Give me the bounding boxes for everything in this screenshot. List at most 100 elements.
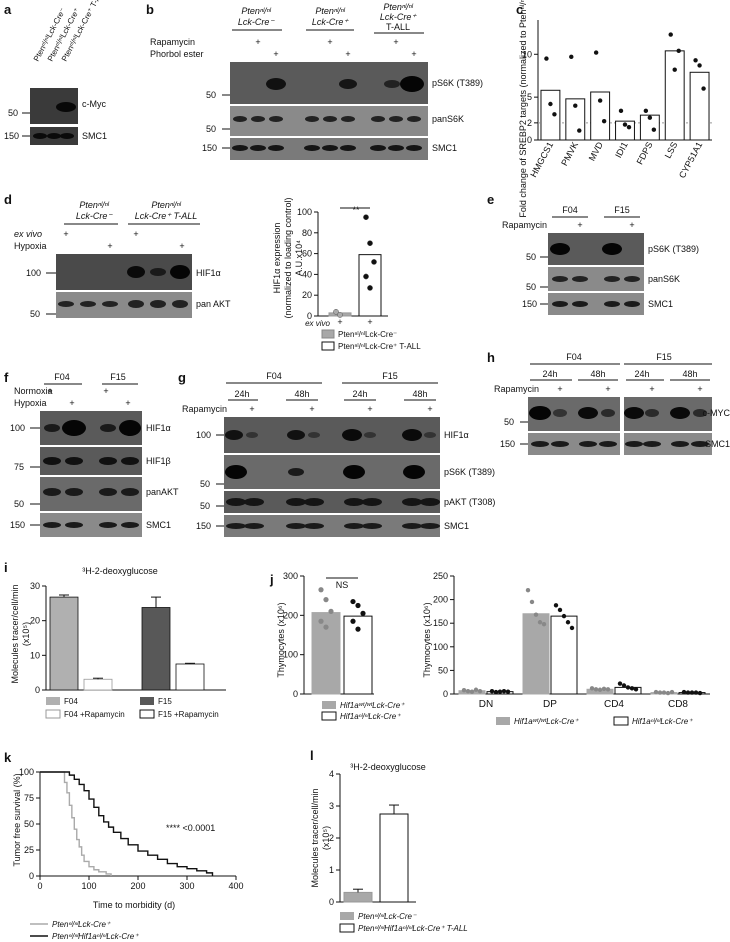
group-b-1-l1: Ptenⁿˡ/ⁿˡ xyxy=(241,6,271,16)
panel-b: b Ptenⁿˡ/ⁿˡ Lck-Cre⁻ Ptenⁿˡ/ⁿˡ Lck-Cre⁺ … xyxy=(146,2,483,160)
chart-j-right-point-2-0-2 xyxy=(597,687,603,692)
mw-e-2: 50 xyxy=(526,282,536,292)
chart-j-legend-left-2: Hif1aⁿˡ/ⁿˡLck-Cre⁺ xyxy=(340,712,401,721)
chart-j-legend-left-1: Hif1aʷᵗ/ʷᵗLck-Cre⁺ xyxy=(340,701,405,710)
chart-i-bar-2 xyxy=(141,607,171,691)
chart-j-left-point-0-1 xyxy=(323,597,329,603)
blot-label-b-pans6k: panS6K xyxy=(432,114,464,124)
chart-c-ytick-label-2: 5 xyxy=(527,92,532,102)
svg-text:+: + xyxy=(577,220,582,230)
svg-text:+: + xyxy=(107,241,112,251)
chart-j-right-point-2-0-1 xyxy=(593,687,599,692)
chart-c-point-1-1 xyxy=(573,103,578,108)
chart-d-point-0-0 xyxy=(333,308,339,315)
chart-k-xtick-label-3: 300 xyxy=(179,881,194,891)
chart-c-xlabel-1: PMVK xyxy=(559,140,580,167)
blot-d-panakt xyxy=(56,292,192,318)
chart-i-bar-3 xyxy=(175,663,205,691)
svg-text:+: + xyxy=(393,37,398,47)
chart-j-right-point-2-0-3 xyxy=(601,686,607,692)
chart-i-legend-2: F15 xyxy=(158,697,172,706)
chart-j-right-point-2-0-4 xyxy=(605,687,611,692)
chart-d-ytick-label-4: 80 xyxy=(302,228,312,238)
mw-b-2: 50 xyxy=(206,124,216,134)
chart-d-ytick-label-3: 60 xyxy=(302,249,312,259)
chart-d-legend-2: Ptenⁿˡ/ⁿˡLck-Cre⁺ T-ALL xyxy=(338,342,421,351)
chart-c-point-0-0 xyxy=(544,56,549,61)
time-g-2: 48h xyxy=(294,389,309,399)
chart-j-right-point-0-0-1 xyxy=(465,688,471,694)
chart-c-point-0-1 xyxy=(548,101,553,107)
chart-i-ytick-label-3: 30 xyxy=(30,581,40,591)
group-b-3-l1: Ptenⁿˡ/ⁿˡ xyxy=(383,2,413,12)
panel-a: a Ptenⁿˡ/ⁿˡLck-Cre⁻ Ptenⁿˡ/ⁿˡLck-Cre⁺ Pt… xyxy=(4,0,107,145)
chart-j-right-point-1-0-0 xyxy=(525,587,531,593)
time-g-3: 24h xyxy=(352,389,367,399)
group-d-1-l2: Lck-Cre⁻ xyxy=(76,211,114,221)
panel-letter-f: f xyxy=(4,370,9,385)
chart-l-bar-0 xyxy=(343,891,373,903)
chart-j-right-xlabel-1: DP xyxy=(543,699,557,710)
chart-c-point-5-2 xyxy=(676,48,681,54)
chart-c-bar-2 xyxy=(590,91,611,141)
chart-d-legend-1: Ptenⁿˡ/ⁿˡLck-Cre⁻ xyxy=(338,330,397,339)
chart-j-right-point-1-0-1 xyxy=(529,599,535,605)
row-b-rapamycin: Rapamycin xyxy=(150,37,195,47)
panel-k: k Tumor free survival (%) Time to morbid… xyxy=(4,750,244,941)
svg-text:+: + xyxy=(557,384,562,394)
chart-j-right-point-2-1-3 xyxy=(629,686,635,691)
chart-j-right-xlabel-0: DN xyxy=(479,699,493,710)
chart-c-bar-5 xyxy=(664,50,685,141)
panel-i: i ³H-2-deoxyglucose Molecules tracer/cel… xyxy=(4,560,226,719)
chart-c-point-0-2 xyxy=(552,112,557,117)
panel-h: h F04 F15 24h 48h 24h 48h Rapamycin + + + +… xyxy=(487,350,730,455)
svg-text:+: + xyxy=(411,49,416,59)
chart-j-right-point-0-1-0 xyxy=(489,688,495,694)
chart-j-right-ytick-label-4: 200 xyxy=(433,595,448,605)
chart-i-ylabel-2: (x10⁵) xyxy=(21,622,31,646)
time-g-4: 48h xyxy=(412,389,427,399)
chart-j-right-point-1-1-3 xyxy=(565,620,571,625)
chart-d-ytick-label-1: 20 xyxy=(302,290,312,300)
chart-i-ytick-label-1: 10 xyxy=(30,650,40,660)
blot-g-pakt xyxy=(224,491,440,513)
panel-l: l ³H-2-deoxyglucose Molecules tracer/cel… xyxy=(310,748,468,933)
chart-k-ytick-label-3: 75 xyxy=(24,793,34,803)
blot-label-b-ps6k: pS6K (T389) xyxy=(432,78,483,88)
blot-label-g-hif1a: HIF1α xyxy=(444,430,469,440)
chart-j-right-point-3-1-3 xyxy=(693,690,699,695)
chart-k-ytick-label-4: 100 xyxy=(19,767,34,777)
chart-j-right-point-1-0-3 xyxy=(537,620,543,625)
svg-text:+: + xyxy=(605,384,610,394)
blot-label-d-hif1a: HIF1α xyxy=(196,268,221,278)
chart-j-right-ytick-label-0: 0 xyxy=(443,689,448,699)
blot-label-f-hif1b: HIF1β xyxy=(146,456,171,466)
chart-i-legend-4: F15 +Rapamycin xyxy=(158,710,219,719)
mw-d-2: 50 xyxy=(30,309,40,319)
chart-c-point-2-1 xyxy=(597,98,603,103)
blot-label-d-panakt: pan AKT xyxy=(196,299,231,309)
time-h-2: 48h xyxy=(590,369,605,379)
chart-j-right-point-0-0-4 xyxy=(477,688,483,694)
chart-c-ytick-label-1: 2 xyxy=(527,118,532,128)
chart-c-xlabel-5: LSS xyxy=(663,140,680,160)
group-f-1: F04 xyxy=(54,372,70,382)
row-h-rapamycin: Rapamycin xyxy=(494,384,539,394)
chart-j-left-point-0-3 xyxy=(318,618,324,624)
chart-j-right-point-3-0-3 xyxy=(665,690,671,696)
panel-c: c Fold change of SREBP2 targets (normali… xyxy=(516,0,712,218)
chart-c-ytick-label-0: 0 xyxy=(527,135,532,145)
svg-text:+: + xyxy=(133,229,138,239)
chart-c-xlabel-2: MVD xyxy=(587,140,605,163)
chart-l-ytick-label-3: 3 xyxy=(329,801,334,811)
chart-j-left-point-0-0 xyxy=(318,587,324,593)
chart-d-ylabel-2: (normalized to loading control) xyxy=(283,197,293,318)
svg-text:+: + xyxy=(345,49,350,59)
blot-label-f-smc1: SMC1 xyxy=(146,520,171,530)
chart-j-right-point-2-1-2 xyxy=(625,685,631,690)
chart-c-point-6-2 xyxy=(701,86,706,91)
chart-j-right-point-3-0-4 xyxy=(669,689,675,695)
blot-h-smc1-2 xyxy=(624,433,712,455)
group-d-1-l1: Ptenⁿˡ/ⁿˡ xyxy=(79,200,109,210)
